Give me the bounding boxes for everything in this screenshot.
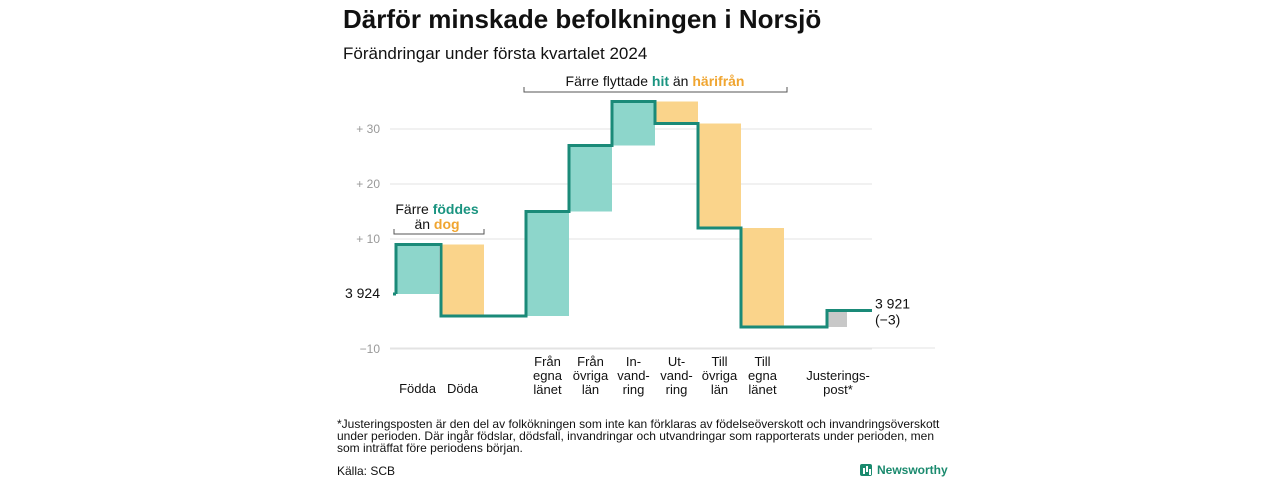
y-tick-label: + 20: [356, 177, 380, 191]
category-label-line: Justerings-: [806, 368, 870, 383]
bar-increase: [526, 211, 569, 316]
category-label-line: länet: [748, 382, 777, 397]
logo-text: Newsworthy: [877, 463, 948, 477]
births-annotation-line1: Färre föddes: [395, 201, 478, 217]
births-annotation-line2: än dog: [414, 216, 459, 232]
category-label-line: ring: [666, 382, 688, 397]
category-label-line: övriga: [573, 368, 609, 383]
category-label-line: Födda: [399, 381, 437, 396]
start-value-label: 3 924: [345, 285, 380, 301]
category-label-line: län: [582, 382, 599, 397]
category-label: Justerings-post*: [806, 368, 870, 397]
source-label: Källa: SCB: [337, 464, 396, 478]
cumulative-line: [394, 100, 872, 329]
grid-layer: + 30 + 20 + 10 −10: [356, 122, 935, 356]
births-bracket: [393, 229, 485, 235]
y-tick-label: −10: [360, 342, 381, 356]
category-label-line: länet: [533, 382, 562, 397]
category-label-line: Från: [534, 354, 561, 369]
annotation-text: än: [414, 216, 433, 232]
migration-annotation: Färre flyttade hit än härifrån: [566, 73, 745, 89]
annotation-text: Färre: [395, 201, 432, 217]
category-label: Från egna länet: [533, 354, 563, 397]
annotation-text: än: [669, 73, 692, 89]
category-label-line: Ut-: [668, 354, 685, 369]
category-label-line: In-: [626, 354, 641, 369]
bar-increase: [569, 145, 612, 212]
bar-decrease: [698, 123, 741, 228]
y-tick-label: + 10: [356, 232, 380, 246]
annotation-highlight-teal: hit: [652, 73, 669, 89]
bar-decrease: [655, 101, 698, 124]
chart-subtitle: Förändringar under första kvartalet 2024: [343, 44, 648, 63]
category-label: Födda: [399, 381, 437, 396]
annotation-highlight-orange: dog: [434, 216, 460, 232]
category-label-line: övriga: [702, 368, 738, 383]
bar-adjustment: [827, 310, 847, 327]
category-label-line: vand-: [660, 368, 693, 383]
annotation-text: Färre flyttade: [566, 73, 652, 89]
bar-increase: [396, 244, 439, 294]
category-label-line: vand-: [617, 368, 650, 383]
category-label: Döda: [447, 381, 479, 396]
footnote: *Justeringsposten är den del av folkökni…: [337, 417, 940, 455]
category-label-line: Till: [711, 354, 727, 369]
category-label-line: Till: [754, 354, 770, 369]
category-label-line: egna: [748, 368, 778, 383]
migration-bracket: [523, 87, 788, 93]
y-tick-label: + 30: [356, 122, 380, 136]
category-label-line: Från: [577, 354, 604, 369]
category-label: Från övriga län: [573, 354, 609, 397]
category-label: Till egna länet: [748, 354, 778, 397]
end-change-label: (−3): [875, 312, 900, 328]
category-label: Till övriga län: [702, 354, 738, 397]
annotation-highlight-orange: härifrån: [692, 73, 744, 89]
category-label-line: post*: [823, 382, 853, 397]
bar-decrease: [441, 244, 484, 316]
bar-increase: [612, 101, 655, 146]
category-label-line: egna: [533, 368, 563, 383]
category-label-line: län: [711, 382, 728, 397]
end-value-label: 3 921: [875, 296, 910, 312]
bar-layer: [396, 101, 847, 327]
category-label: Ut-vand-ring: [660, 354, 693, 397]
newsworthy-logo: Newsworthy: [860, 463, 948, 477]
line-layer: [393, 100, 872, 329]
chart-title: Därför minskade befolkningen i Norsjö: [343, 4, 822, 34]
annotation-highlight-teal: föddes: [433, 201, 479, 217]
bar-decrease: [741, 228, 784, 327]
newsworthy-logo-icon: [860, 464, 872, 476]
category-label-line: ring: [623, 382, 645, 397]
category-label: In-vand-ring: [617, 354, 650, 397]
category-label-line: Döda: [447, 381, 479, 396]
